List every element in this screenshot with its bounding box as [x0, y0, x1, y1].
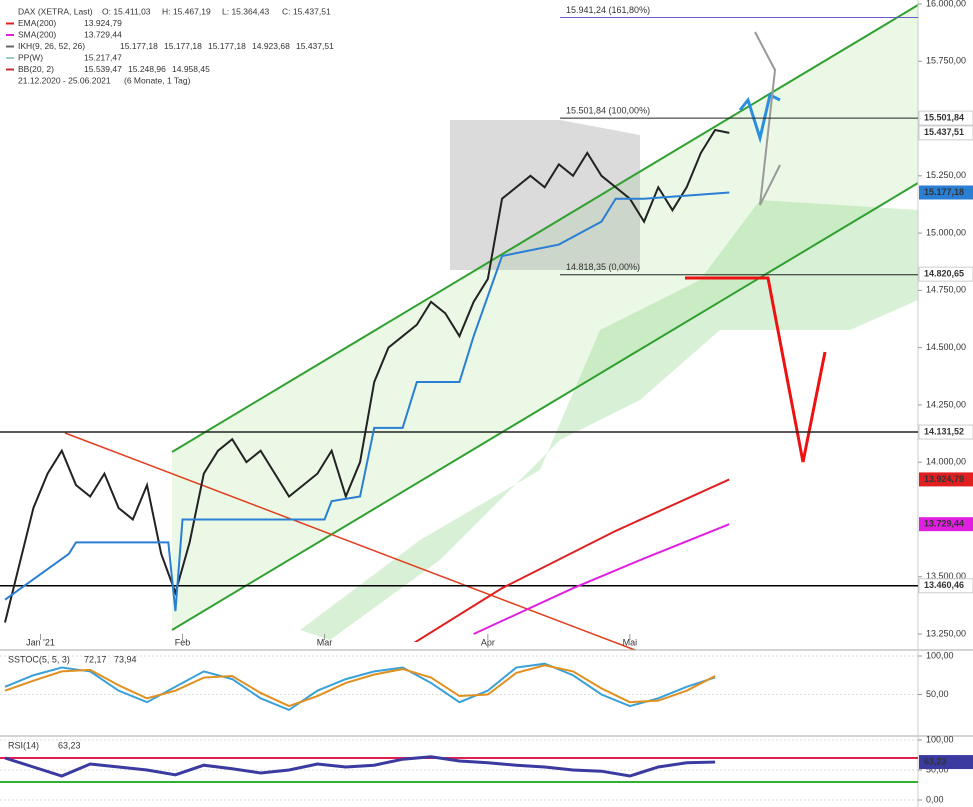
legend-value: 15.177,18 [208, 41, 246, 51]
range-note: (6 Monate, 1 Tag) [124, 75, 191, 85]
series-line [473, 523, 730, 635]
channel-line [171, 182, 919, 631]
price-badge-label: 15.437,51 [924, 127, 964, 137]
price-badge [918, 110, 973, 126]
series-line [413, 478, 730, 642]
y-tick-label: 14.000,00 [926, 457, 966, 467]
panel-value: 73,94 [114, 654, 137, 664]
ichimoku-cloud [300, 200, 918, 640]
legend-swatch [6, 34, 14, 36]
price-badge-label: 13.924,79 [924, 474, 964, 484]
channel-fill [172, 5, 918, 630]
series-line [4, 128, 730, 623]
price-badge-label: 13.460,46 [924, 580, 964, 590]
series-line [4, 662, 716, 712]
level-label: 15.941,24 (161,80%) [566, 5, 650, 15]
series-line [4, 664, 716, 708]
y-tick-label: 100,00 [926, 734, 954, 744]
legend-text: BB(20, 2) [18, 64, 54, 74]
legend-text: PP(W) [18, 52, 43, 62]
x-tick-label: Mar [317, 637, 333, 647]
price-badge [919, 472, 973, 487]
ohlc: C: 15.437,51 [282, 6, 331, 16]
legend: DAX (XETRA, Last) O: 15.411,03 H: 15.467,1… [6, 6, 334, 85]
price-badge [919, 517, 973, 532]
ohlc: L: 15.364,43 [222, 6, 270, 16]
price-badge [918, 578, 973, 594]
legend-value: 15.437,51 [296, 41, 334, 51]
legend-swatch [6, 68, 14, 71]
legend-swatch [6, 22, 14, 25]
legend-value: 13.924,79 [84, 18, 122, 28]
y-tick-label: 50,00 [926, 689, 949, 699]
level-label: 15.501,84 (100,00%) [566, 105, 650, 115]
legend-value: 15.539,47 [84, 64, 122, 74]
ohlc: O: 15.411,03 [102, 6, 151, 16]
y-tick-label: 16.000,00 [926, 0, 966, 8]
legend-value: 13.729,44 [84, 29, 122, 39]
price-badge-label: 13.729,44 [924, 519, 964, 529]
legend-text: EMA(200) [18, 18, 56, 28]
panel-value: 72,17 [84, 654, 107, 664]
range: 21.12.2020 - 25.06.2021 [18, 75, 111, 85]
price-badge-label: 14.131,52 [924, 426, 964, 436]
price-badge-label: 63,23 [924, 756, 947, 766]
y-tick-label: 13.500,00 [926, 571, 966, 581]
legend-swatch [6, 57, 14, 59]
legend-value: 14.923,68 [252, 41, 290, 51]
panel-title: SSTOC(5, 5, 3) [8, 654, 70, 664]
y-tick-label: 14.500,00 [926, 342, 966, 352]
legend-value: 15.248,96 [128, 64, 166, 74]
y-tick-label: 14.250,00 [926, 399, 966, 409]
price-badge-label: 14.820,65 [924, 269, 964, 279]
panel-value: 63,23 [58, 740, 81, 750]
panel-title: RSI(14) [8, 740, 39, 750]
legend-value: 15.177,18 [120, 41, 158, 51]
trend-line [64, 432, 636, 651]
range-box [450, 120, 640, 270]
legend-row: DAX (XETRA, Last) O: 15.411,03 H: 15.467,1… [18, 6, 331, 16]
series-line [4, 191, 730, 612]
legend-value: 14.958,45 [172, 64, 210, 74]
legend-title: DAX (XETRA, Last) [18, 6, 93, 16]
level-label: 14.818,35 (0,00%) [566, 262, 640, 272]
y-tick-label: 13.250,00 [926, 628, 966, 638]
series-line [4, 755, 716, 778]
x-tick-label: Apr [481, 637, 495, 647]
y-tick-label: 50,00 [926, 764, 949, 774]
ohlc: H: 15.467,19 [162, 6, 211, 16]
price-badge-label: 15.501,84 [924, 112, 964, 122]
price-badge [918, 125, 973, 141]
y-tick-label: 100,00 [926, 650, 954, 660]
y-tick-label: 15.750,00 [926, 56, 966, 66]
y-tick-label: 15.250,00 [926, 170, 966, 180]
projection [738, 92, 781, 144]
price-badge [918, 424, 973, 440]
price-badge-label: 15.177,18 [924, 187, 964, 197]
legend-text: IKH(9, 26, 52, 26) [18, 41, 85, 51]
price-badge [918, 266, 973, 282]
x-tick-label: Mai [623, 637, 638, 647]
y-tick-label: 15.000,00 [926, 227, 966, 237]
y-tick-label: 0,00 [926, 794, 944, 804]
legend-value: 15.217,47 [84, 52, 122, 62]
channel-line [171, 4, 919, 453]
price-badge [919, 185, 973, 200]
y-tick-label: 14.750,00 [926, 285, 966, 295]
projection [685, 276, 827, 463]
legend-swatch [6, 45, 14, 48]
legend-text: SMA(200) [18, 29, 56, 39]
price-badge [919, 755, 973, 770]
projection [754, 31, 781, 206]
x-tick-label: Jan '21 [26, 637, 55, 647]
legend-value: 15.177,18 [164, 41, 202, 51]
x-tick-label: Feb [175, 637, 191, 647]
